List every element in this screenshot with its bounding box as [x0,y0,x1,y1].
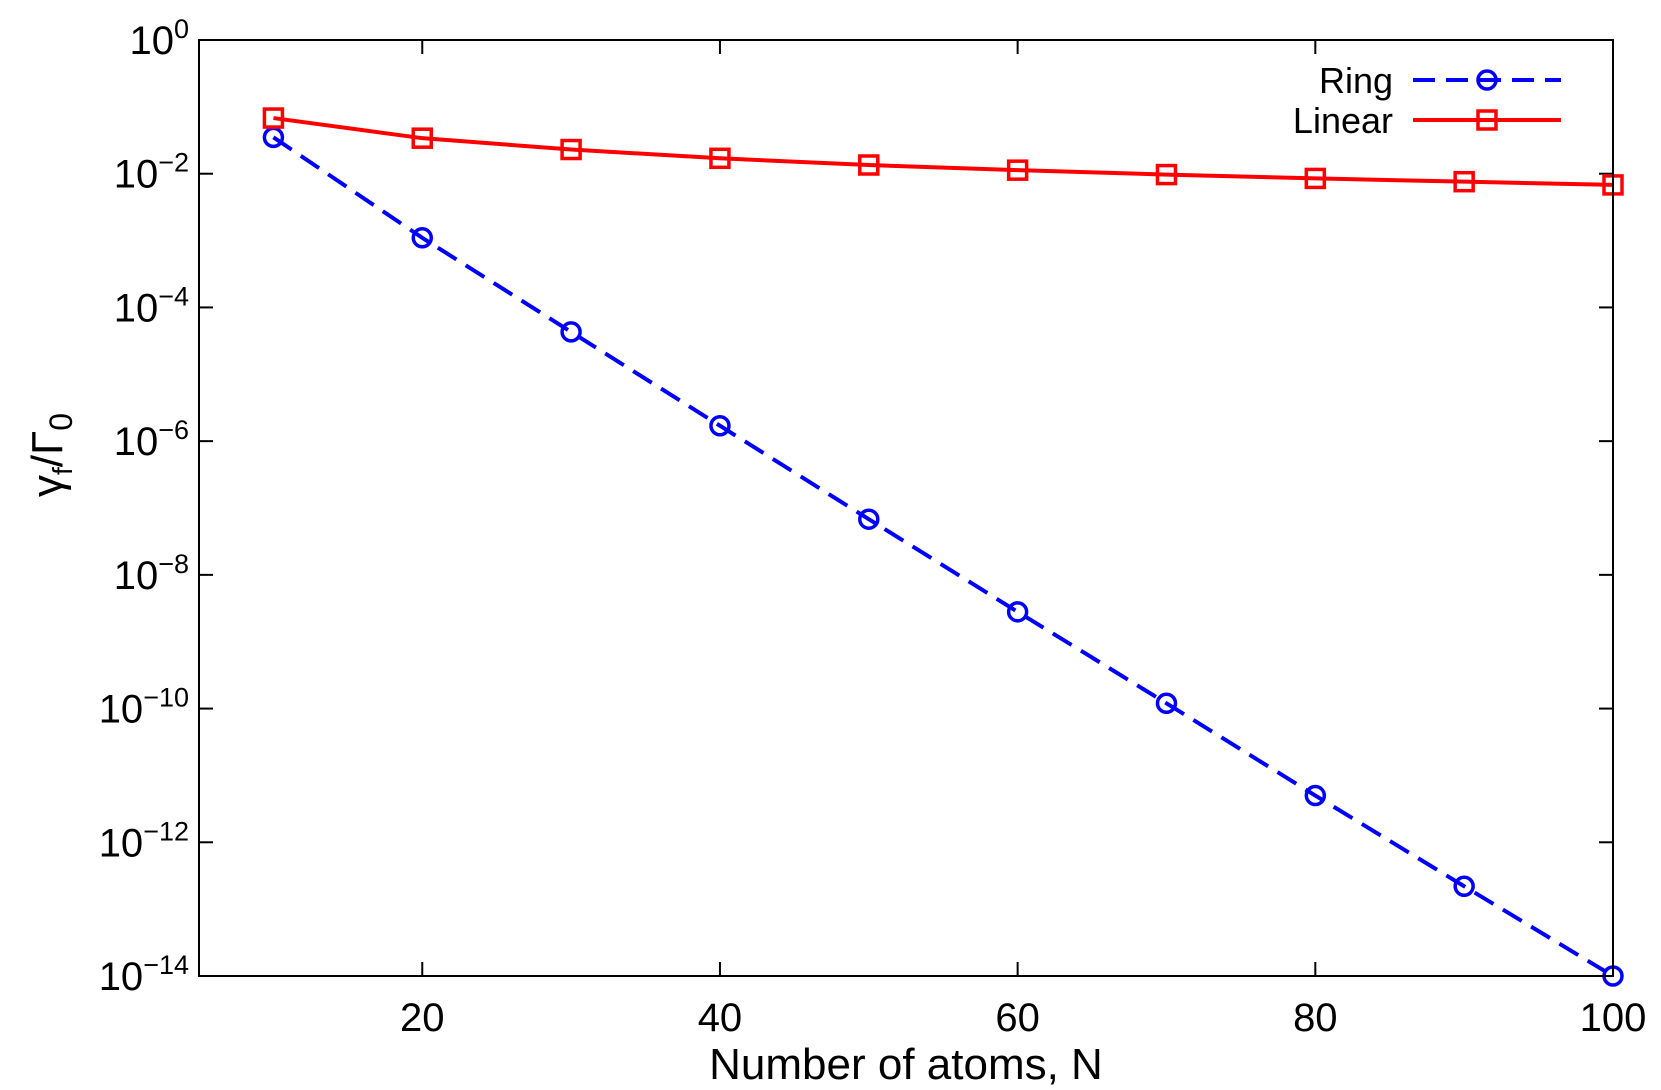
data-point-ring [1155,692,1178,715]
data-point-linear [858,154,880,176]
data-point-linear [411,127,434,149]
y-axis-title-gamma: γ [23,475,72,497]
data-point-linear [1006,159,1029,181]
y-tick-base: 10 [99,821,144,865]
data-point-linear [1304,167,1327,190]
y-tick-base: 10 [99,688,144,732]
y-tick-label: 10−6 [114,415,189,464]
data-point-linear [262,107,285,129]
y-tick-exponent: −4 [158,281,189,311]
y-axis-title-sub-f: f [47,467,78,475]
y-tick-base: 10 [114,286,159,330]
y-tick-exponent: 0 [174,14,189,44]
y-tick-label: 100 [129,14,189,63]
data-point-ring [411,227,434,249]
data-point-ring [1453,875,1475,897]
y-tick-label: 10−4 [114,281,189,330]
series-markers [262,107,1624,987]
y-tick-label: 10−14 [99,950,189,999]
y-axis-title-sub-0: 0 [43,413,79,431]
y-tick-exponent: −10 [143,683,189,713]
x-tick-label: 60 [995,996,1040,1040]
data-point-ring [858,508,880,530]
y-tick-base: 10 [99,955,144,999]
tick-labels: 20 40 60 80 10010010−210−410−610−810−1010−12… [99,14,1647,1040]
y-tick-label: 10−8 [114,549,189,598]
y-tick-exponent: −12 [143,816,189,846]
data-point-linear [1155,163,1178,186]
x-tick-label: 80 [1293,996,1338,1040]
x-tick-label: 40 [698,996,743,1040]
y-tick-exponent: −6 [158,415,189,445]
y-axis-title: γf/Γ0 [23,413,79,497]
data-point-linear [709,147,731,170]
series-lines [272,116,1615,978]
series-line-ring [272,135,1615,978]
plot-frame [198,39,1614,977]
y-tick-exponent: −14 [143,950,189,980]
y-tick-label: 10−2 [114,148,189,197]
y-tick-base: 10 [114,420,159,464]
data-point-ring [560,321,582,343]
y-tick-base: 10 [114,153,159,197]
x-axis-title: Number of atoms, N [709,1040,1103,1089]
y-tick-base: 10 [114,554,159,598]
data-point-linear [1453,170,1475,193]
y-tick-exponent: −8 [158,549,189,579]
series-line-linear [273,116,1614,187]
data-point-linear [560,138,582,161]
y-tick-label: 10−10 [99,683,189,732]
x-tick-label: 20 [400,996,445,1040]
legend-marker-ring [1476,69,1498,91]
legend-marker-linear [1476,109,1498,131]
y-tick-base: 10 [129,19,174,63]
y-axis-title-gamma0: Γ [23,431,72,455]
data-point-ring [1006,601,1029,623]
y-tick-label: 10−12 [99,816,189,865]
legend-label-linear: Linear [1293,100,1393,141]
legend-label-ring: Ring [1319,60,1393,101]
x-tick-label: 100 [1580,996,1647,1040]
data-point-ring [709,414,731,437]
y-axis-title-slash: / [23,454,72,467]
y-tick-exponent: −2 [158,148,189,178]
data-point-ring [1304,784,1327,807]
